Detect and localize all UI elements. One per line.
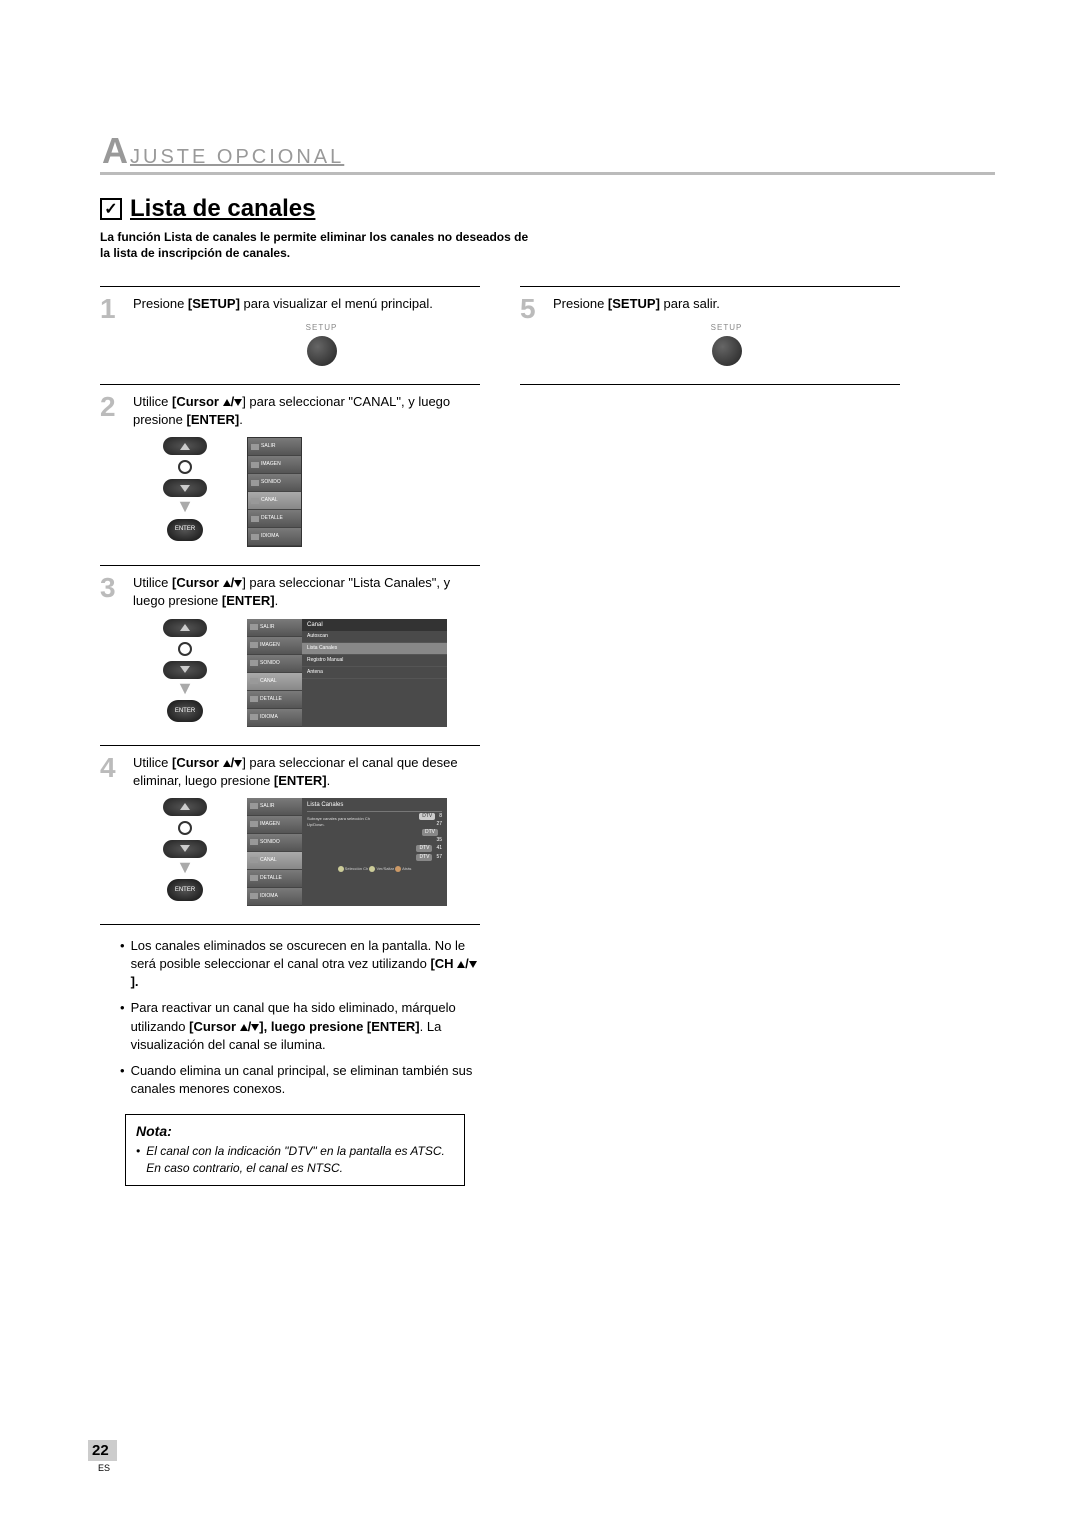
bullet-item: Para reactivar un canal que ha sido elim… — [120, 999, 480, 1054]
section-title-row: ✓ Lista de canales — [100, 195, 995, 223]
step-text: Presione [SETUP] para visualizar el menú… — [133, 295, 480, 313]
header-initial: A — [100, 130, 130, 172]
step-4: 4 Utilice [Cursor /] para seleccionar el… — [100, 745, 480, 925]
section-header: A JUSTE OPCIONAL — [100, 130, 995, 175]
step-number: 5 — [520, 295, 545, 365]
step-1: 1 Presione [SETUP] para visualizar el me… — [100, 286, 480, 383]
step-number: 3 — [100, 574, 125, 726]
remote-nav-graphic: ▼ ENTER — [163, 619, 207, 722]
setup-button-graphic: SETUP — [553, 322, 900, 366]
step-text: Utilice [Cursor /] para seleccionar el c… — [133, 754, 480, 790]
step-text: Utilice [Cursor /] para seleccionar "Lis… — [133, 574, 480, 610]
page-number: 22 ES — [88, 1440, 117, 1473]
tv-menu-graphic: SALIR IMAGEN SONIDO CANAL DETALLE IDIOMA — [247, 437, 302, 547]
step-number: 1 — [100, 295, 125, 365]
down-arrow-icon — [234, 399, 242, 406]
step-number: 4 — [100, 754, 125, 906]
note-body: El canal con la indicación "DTV" en la p… — [136, 1143, 454, 1177]
remote-nav-graphic: ▼ ENTER — [163, 437, 207, 540]
bullet-item: Cuando elimina un canal principal, se el… — [120, 1062, 480, 1098]
notes-list: Los canales eliminados se oscurecen en l… — [120, 937, 480, 1099]
step-text: Utilice [Cursor /] para seleccionar "CAN… — [133, 393, 480, 429]
up-arrow-icon — [223, 399, 231, 406]
header-rest: JUSTE OPCIONAL — [130, 146, 344, 169]
note-title: Nota: — [136, 1123, 454, 1139]
step-2: 2 Utilice [Cursor /] para seleccionar "C… — [100, 384, 480, 565]
check-icon: ✓ — [100, 198, 122, 220]
note-box: Nota: El canal con la indicación "DTV" e… — [125, 1114, 465, 1186]
step-text: Presione [SETUP] para salir. — [553, 295, 900, 313]
section-title: Lista de canales — [130, 195, 315, 223]
round-button-icon — [307, 336, 337, 366]
round-button-icon — [712, 336, 742, 366]
step-5: 5 Presione [SETUP] para salir. SETUP — [520, 286, 900, 384]
intro-text: La función Lista de canales le permite e… — [100, 229, 530, 261]
step-number: 2 — [100, 393, 125, 547]
tv-submenu-graphic: SALIR IMAGEN SONIDO CANAL DETALLE IDIOMA… — [247, 619, 447, 727]
setup-button-graphic: SETUP — [163, 322, 480, 366]
remote-nav-graphic: ▼ ENTER — [163, 798, 207, 901]
bullet-item: Los canales eliminados se oscurecen en l… — [120, 937, 480, 992]
channel-list-graphic: SALIR IMAGEN SONIDO CANAL DETALLE IDIOMA… — [247, 798, 447, 906]
step-3: 3 Utilice [Cursor /] para seleccionar "L… — [100, 565, 480, 744]
enter-button-icon: ENTER — [167, 519, 203, 541]
